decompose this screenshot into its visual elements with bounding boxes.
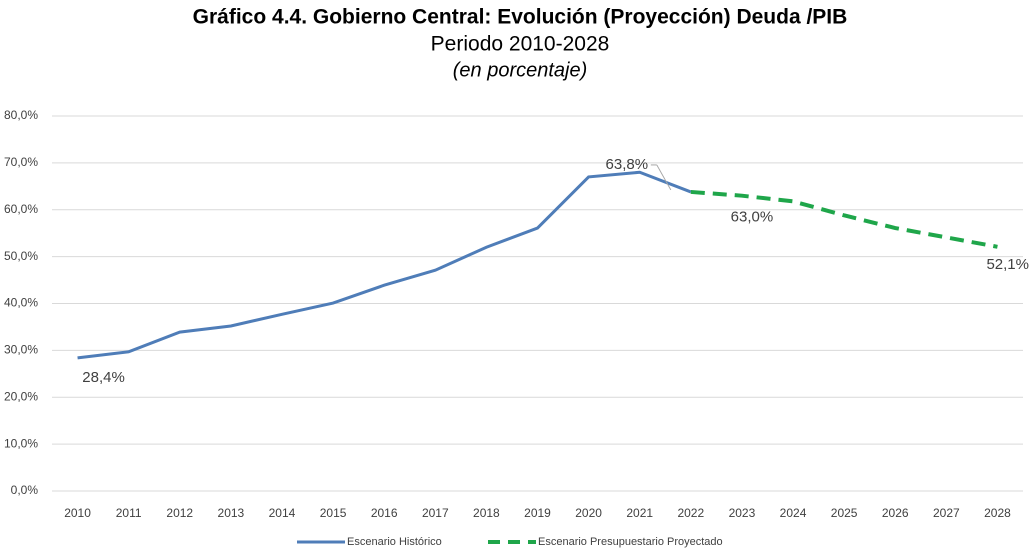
line-series: [690, 189, 998, 249]
x-tick-label: 2020: [575, 506, 602, 520]
x-tick-label: 2019: [524, 506, 551, 520]
x-tick-label: 2013: [218, 506, 245, 520]
y-tick-label: 50,0%: [4, 249, 38, 263]
x-tick-label: 2028: [984, 506, 1011, 520]
x-tick-label: 2026: [882, 506, 909, 520]
unit-note: (en porcentaje): [453, 59, 588, 81]
x-tick-label: 2021: [626, 506, 653, 520]
y-tick-label: 70,0%: [4, 155, 38, 169]
chart-subtitle: Periodo 2010-2028: [431, 33, 610, 56]
x-tick-label: 2011: [116, 506, 142, 520]
chart-title: Gráfico 4.4. Gobierno Central: Evolución…: [193, 6, 848, 29]
x-tick-label: 2012: [166, 506, 193, 520]
leader-line: [656, 164, 672, 191]
data-label: 63,0%: [731, 209, 774, 226]
x-tick-label: 2027: [933, 506, 960, 520]
x-tick-label: 2024: [780, 506, 807, 520]
y-tick-label: 60,0%: [4, 202, 38, 216]
x-tick-label: 2022: [677, 506, 704, 520]
y-tick-label: 0,0%: [11, 483, 39, 497]
data-label: 52,1%: [986, 256, 1029, 273]
y-tick-label: 10,0%: [4, 436, 38, 450]
x-tick-label: 2010: [64, 506, 91, 520]
y-tick-label: 80,0%: [4, 108, 38, 122]
x-tick-label: 2017: [422, 506, 449, 520]
data-label: 28,4%: [82, 369, 125, 386]
legend-label: Escenario Histórico: [347, 536, 442, 548]
x-tick-label: 2025: [831, 506, 858, 520]
x-tick-label: 2015: [320, 506, 347, 520]
x-tick-label: 2014: [269, 506, 296, 520]
x-tick-label: 2018: [473, 506, 500, 520]
data-label: 63,8%: [606, 156, 649, 173]
legend-label: Escenario Presupuestario Proyectado: [538, 536, 723, 548]
line-series: [77, 170, 692, 360]
x-tick-label: 2023: [729, 506, 756, 520]
x-tick-label: 2016: [371, 506, 398, 520]
y-tick-label: 40,0%: [4, 296, 38, 310]
y-tick-label: 30,0%: [4, 343, 38, 357]
y-tick-label: 20,0%: [4, 389, 38, 403]
